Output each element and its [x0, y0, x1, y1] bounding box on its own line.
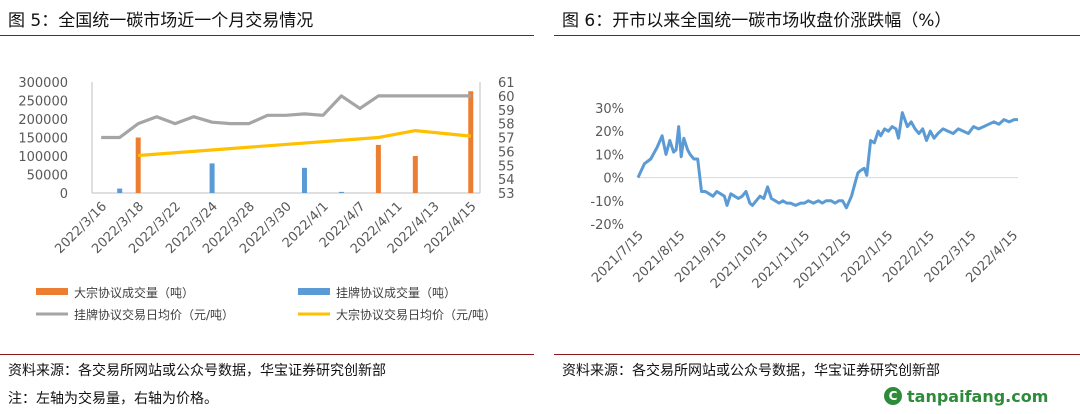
- right-axis-tick-label: 61: [498, 76, 515, 91]
- y-axis-tick-label: 10%: [595, 148, 624, 163]
- y-axis-tick-label: 0%: [603, 172, 624, 187]
- right-axis-tick-label: 54: [498, 173, 515, 188]
- figure6-title: 图 6：开市以来全国统一碳市场收盘价涨跌幅（%）: [562, 11, 952, 31]
- figure5-title: 图 5：全国统一碳市场近一个月交易情况: [8, 11, 314, 31]
- bar-mark: [468, 91, 474, 193]
- right-axis-tick-label: 56: [498, 145, 515, 160]
- left-axis-tick-label: 0: [60, 187, 68, 202]
- series-line: [636, 111, 1018, 210]
- leaf-logo-icon: C: [884, 387, 902, 405]
- figure5-bottom-rule: [0, 354, 534, 355]
- left-axis-tick-label: 100000: [18, 150, 68, 165]
- price-change-chart: -20%-10%0%10%20%30%2021/7/152021/8/15202…: [589, 102, 1021, 292]
- legend-label: 挂牌协议成交量（吨）: [336, 285, 456, 300]
- left-axis-tick-label: 50000: [27, 169, 68, 184]
- y-axis-tick-label: -10%: [590, 195, 624, 210]
- left-axis-tick-label: 150000: [18, 132, 68, 147]
- right-axis-tick-label: 59: [498, 104, 515, 119]
- left-axis-tick-label: 250000: [18, 95, 68, 110]
- right-axis-tick-label: 55: [498, 159, 515, 174]
- legend-swatch: [298, 288, 330, 295]
- bar-mark: [375, 144, 381, 193]
- figure5-top-rule: [0, 35, 534, 36]
- figure5-note: 注：左轴为交易量，右轴为价格。: [8, 391, 218, 407]
- figure5-source: 资料来源：各交易所网站或公众号数据，华宝证券研究创新部: [8, 363, 386, 379]
- legend-label: 大宗协议成交量（吨）: [74, 285, 194, 300]
- y-axis-tick-label: 30%: [595, 102, 624, 117]
- figure6-bottom-rule: [554, 354, 1080, 355]
- bar-mark: [301, 167, 307, 193]
- y-axis-tick-label: -20%: [590, 218, 624, 233]
- legend-label: 大宗协议交易日均价（元/吨）: [336, 307, 496, 322]
- y-axis-tick-label: 20%: [595, 125, 624, 140]
- bar-mark: [338, 191, 344, 193]
- legend-swatch: [36, 288, 68, 295]
- left-axis-tick-label: 200000: [18, 113, 68, 128]
- right-axis-tick-label: 53: [498, 187, 515, 202]
- right-axis-tick-label: 57: [498, 132, 515, 147]
- figure6-top-rule: [554, 35, 1080, 36]
- left-axis-tick-label: 300000: [18, 76, 68, 91]
- legend-label: 挂牌协议交易日均价（元/吨）: [74, 307, 234, 322]
- right-axis-tick-label: 60: [498, 90, 515, 105]
- series-line: [101, 94, 471, 140]
- trading-chart: 0 50000 100000 150000 200000 250000 300000 5354…: [18, 76, 515, 322]
- watermark-text: tanpaifang.com: [907, 386, 1049, 406]
- figure6-source: 资料来源：各交易所网站或公众号数据，华宝证券研究创新部: [562, 363, 940, 379]
- bar-mark: [209, 163, 215, 193]
- series-line: [138, 128, 471, 158]
- bar-mark: [135, 137, 141, 193]
- right-axis-tick-label: 58: [498, 118, 515, 133]
- watermark: C tanpaifang.com: [884, 386, 1048, 406]
- bar-mark: [117, 188, 123, 193]
- bar-mark: [412, 156, 418, 193]
